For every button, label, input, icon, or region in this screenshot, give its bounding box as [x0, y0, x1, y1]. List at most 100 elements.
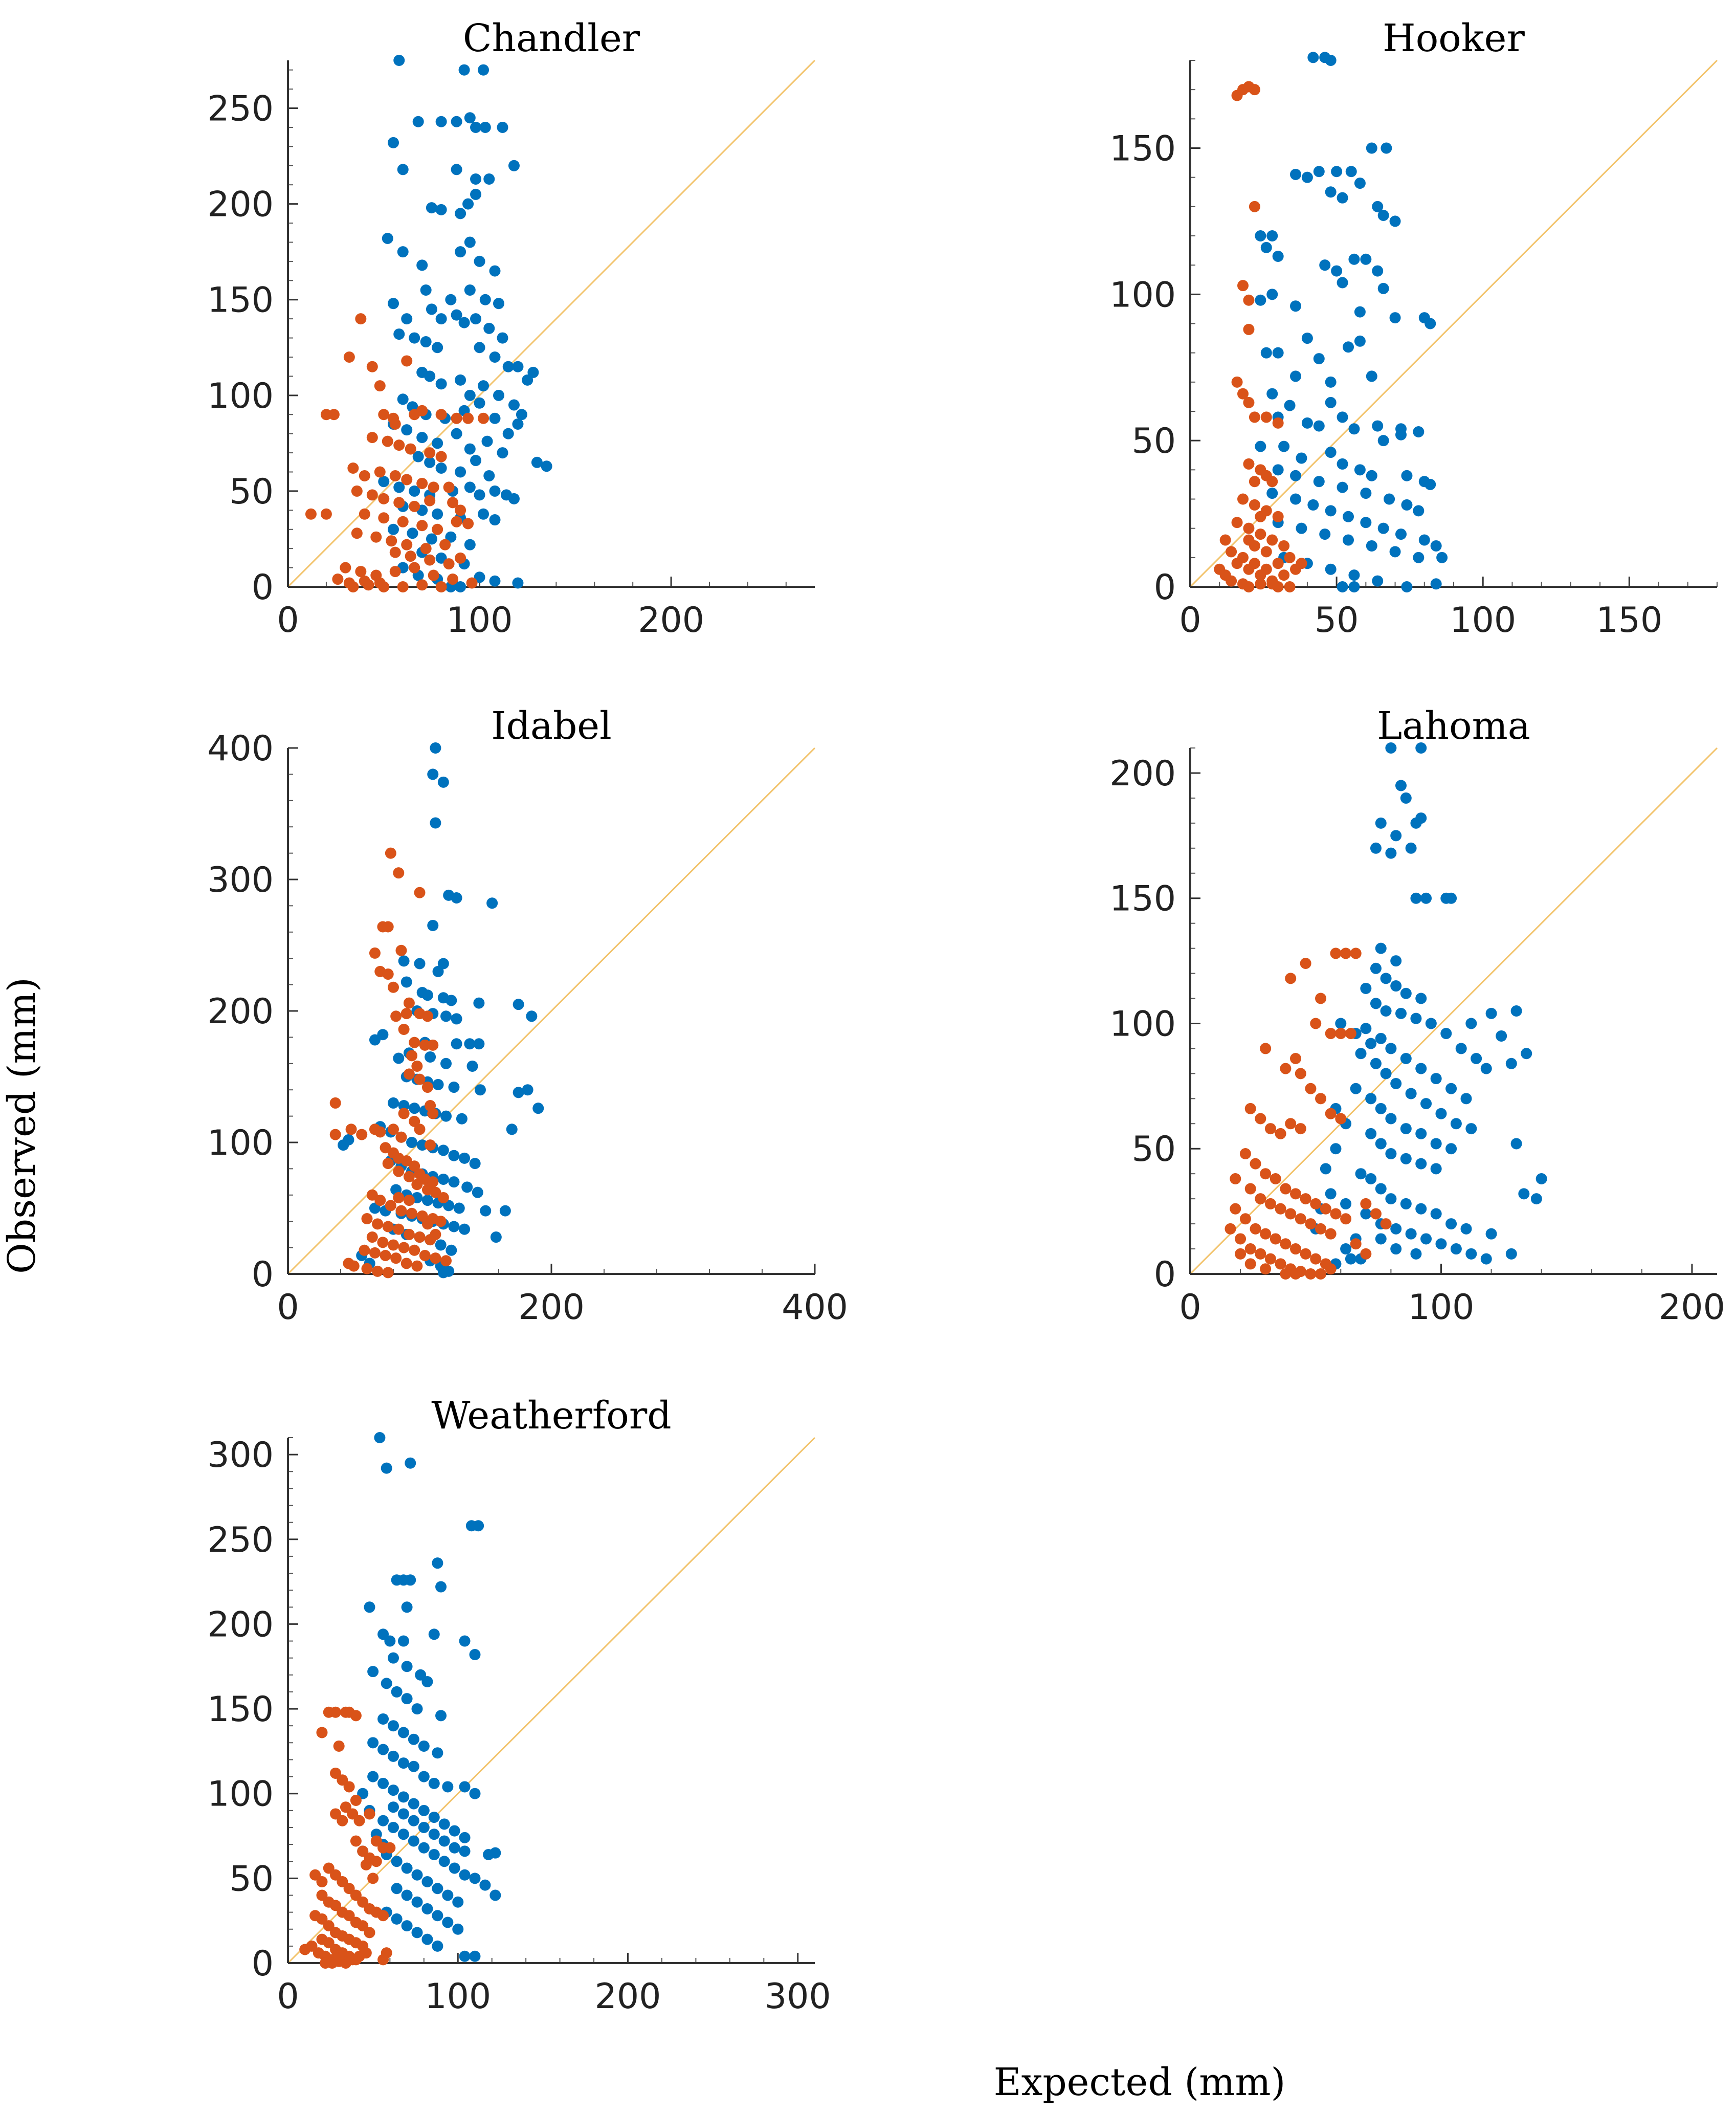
data-point — [430, 817, 441, 829]
data-point — [1385, 847, 1397, 859]
data-point — [418, 1804, 430, 1816]
data-point — [416, 1210, 428, 1222]
data-point — [405, 1457, 416, 1469]
data-point — [364, 1808, 375, 1820]
data-point — [483, 173, 495, 185]
data-point — [1278, 540, 1290, 552]
data-point — [462, 518, 474, 530]
data-point — [1445, 1143, 1457, 1155]
series-series-b — [1225, 948, 1392, 1280]
data-point — [1375, 1183, 1387, 1195]
data-point — [1496, 1030, 1507, 1042]
data-point — [1272, 417, 1284, 429]
data-point — [374, 577, 386, 589]
data-point — [393, 867, 405, 879]
data-point — [493, 389, 504, 401]
data-point — [391, 1686, 403, 1698]
data-point — [364, 1927, 375, 1939]
data-point — [512, 418, 524, 430]
data-point — [1435, 1238, 1447, 1250]
data-point — [408, 1835, 419, 1847]
y-tick-label: 50 — [1131, 1129, 1176, 1170]
data-point — [1380, 1005, 1392, 1017]
data-point — [1330, 948, 1342, 959]
data-point — [1313, 166, 1325, 178]
x-tick-label: 400 — [782, 1287, 848, 1328]
data-point — [411, 1927, 423, 1939]
data-point — [407, 527, 418, 539]
data-point — [398, 1100, 410, 1112]
data-point — [405, 443, 416, 455]
data-point — [381, 1678, 392, 1689]
data-point — [469, 1788, 481, 1799]
y-tick-label: 100 — [207, 376, 274, 416]
data-point — [481, 435, 493, 447]
data-point — [430, 1228, 441, 1240]
data-point — [432, 1078, 444, 1090]
data-point — [1375, 1233, 1387, 1245]
data-point — [438, 1856, 450, 1867]
data-point — [1370, 962, 1382, 974]
data-point — [1260, 1263, 1272, 1275]
data-point — [437, 1267, 449, 1279]
data-point — [1237, 280, 1249, 292]
data-point — [1313, 353, 1325, 365]
data-point — [452, 1923, 464, 1935]
data-point — [389, 418, 401, 430]
data-point — [1237, 493, 1249, 505]
data-point — [1465, 1248, 1477, 1260]
data-point — [493, 298, 504, 310]
data-point — [1370, 998, 1382, 1009]
data-point — [455, 504, 466, 516]
data-point — [1372, 575, 1384, 587]
data-point — [522, 1084, 533, 1096]
data-point — [1255, 528, 1266, 540]
data-point — [474, 397, 485, 409]
data-point — [411, 1703, 423, 1715]
data-point — [401, 1920, 413, 1932]
data-point — [1255, 294, 1266, 306]
data-point — [403, 1068, 415, 1080]
data-point — [374, 1195, 386, 1206]
data-point — [1348, 423, 1360, 435]
data-point — [464, 389, 476, 401]
x-tick-label: 100 — [1450, 600, 1516, 641]
data-point — [489, 485, 501, 497]
data-point — [1266, 289, 1278, 300]
y-tick-label: 100 — [207, 1123, 274, 1163]
data-point — [499, 1205, 511, 1217]
data-point — [1243, 397, 1255, 408]
data-point — [1360, 982, 1372, 994]
data-point — [1377, 435, 1389, 447]
data-point — [1375, 817, 1387, 829]
data-point — [469, 1649, 481, 1661]
data-point — [1300, 1193, 1311, 1205]
data-point — [1226, 575, 1237, 587]
data-point — [474, 489, 485, 501]
data-point — [1255, 1193, 1266, 1205]
data-point — [1325, 186, 1337, 198]
data-point — [451, 892, 462, 904]
data-point — [427, 1108, 439, 1119]
data-point — [473, 1520, 484, 1532]
data-point — [1450, 1118, 1462, 1130]
data-point — [1401, 499, 1413, 511]
data-point — [1307, 52, 1319, 63]
data-point — [1354, 464, 1366, 476]
data-point — [1290, 168, 1301, 180]
data-point — [430, 742, 441, 754]
data-point — [424, 370, 436, 382]
data-point — [472, 1186, 483, 1198]
data-point — [1348, 569, 1360, 581]
x-tick-label: 100 — [425, 1976, 491, 2017]
data-point — [462, 198, 474, 210]
data-point — [428, 569, 439, 581]
data-point — [442, 1917, 454, 1928]
data-point — [1366, 470, 1377, 481]
data-point — [348, 1260, 360, 1272]
data-point — [480, 1205, 492, 1217]
data-point — [416, 405, 428, 416]
data-point — [1272, 347, 1284, 359]
data-point — [1381, 142, 1392, 154]
data-point — [1285, 1208, 1297, 1220]
